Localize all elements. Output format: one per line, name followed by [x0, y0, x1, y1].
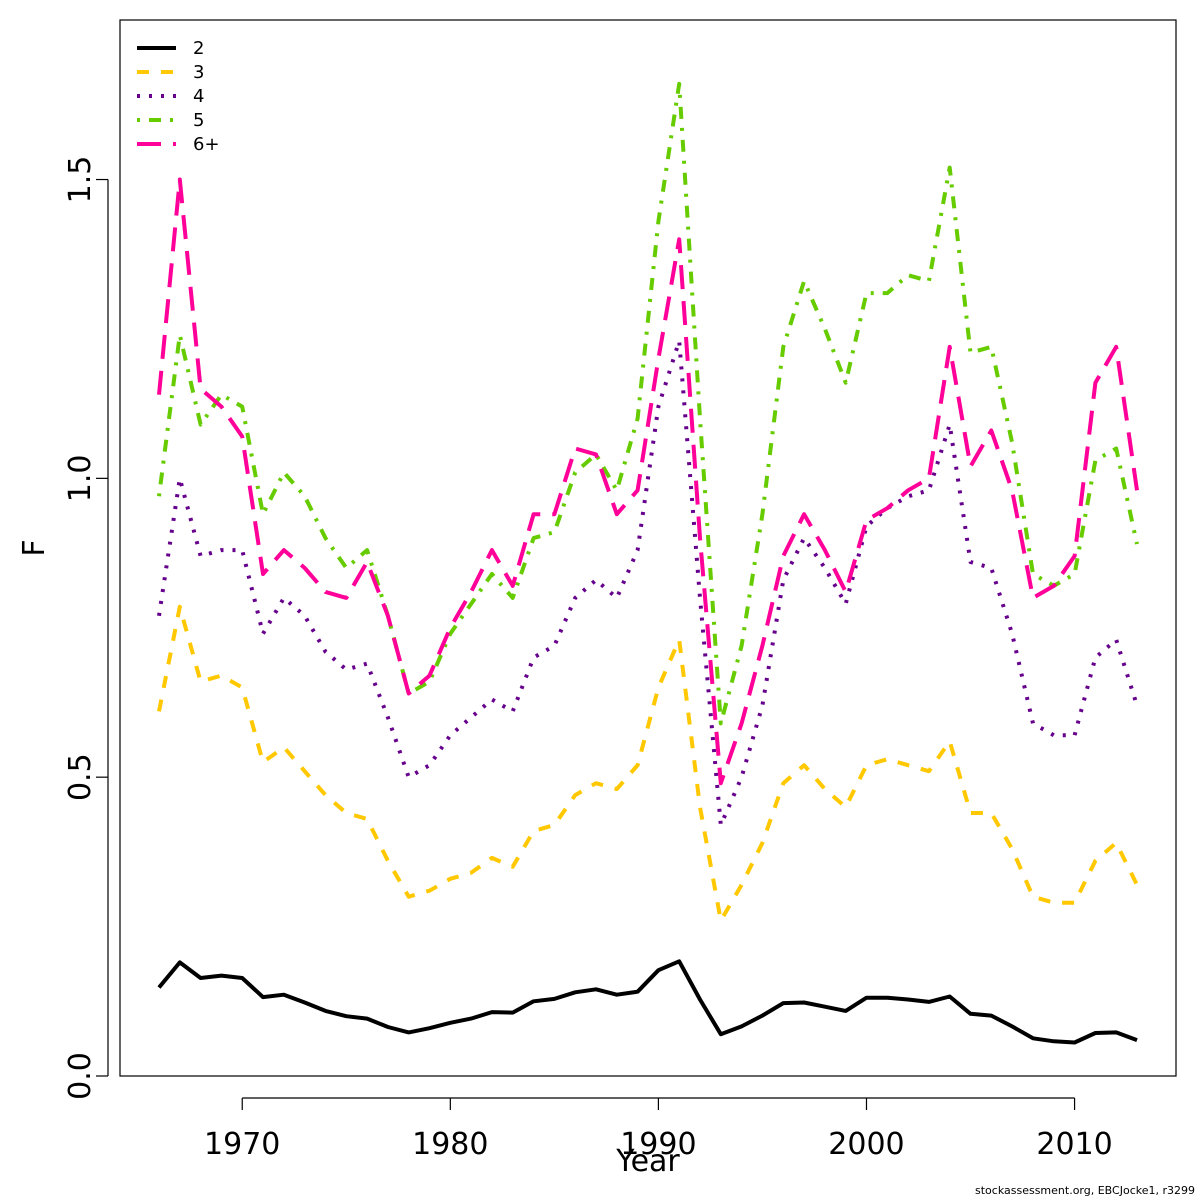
series-line-3 — [157, 338, 1139, 827]
legend-label-4: 5 — [193, 110, 204, 131]
x-tick-label-2000: 2000 — [828, 1127, 904, 1162]
series-line-4 — [157, 81, 1139, 726]
series-line-1 — [157, 959, 1138, 1045]
legend: 2 3 4 5 6+ — [137, 38, 220, 155]
y-axis: 0.0 0.5 1.0 1.5 — [63, 156, 109, 1100]
legend-label-3: 4 — [193, 86, 204, 107]
y-tick-label-1: 0.5 — [63, 753, 98, 801]
legend-label-5: 6+ — [193, 134, 220, 155]
y-tick-label-3: 1.5 — [63, 156, 98, 204]
legend-label-1: 2 — [193, 38, 204, 59]
series-layer — [157, 81, 1139, 1045]
series-line-2 — [157, 604, 1139, 923]
x-axis-title: Year — [615, 1144, 680, 1179]
legend-label-2: 3 — [193, 62, 204, 83]
x-tick-label-1980: 1980 — [412, 1127, 488, 1162]
y-tick-label-2: 1.0 — [63, 454, 98, 502]
plot-box — [119, 19, 1177, 1077]
y-tick-label-0: 0.0 — [63, 1052, 98, 1100]
x-tick-label-1970: 1970 — [204, 1127, 280, 1162]
series-line-5 — [157, 177, 1139, 786]
footer-credit: stockassessment.org, EBCJocke1, r3299 — [975, 1184, 1195, 1197]
x-tick-label-2010: 2010 — [1036, 1127, 1112, 1162]
x-tick-label-1990: 1990 — [620, 1127, 696, 1162]
y-axis-title: F — [17, 539, 52, 556]
x-axis: 1970 1980 1990 2000 2010 — [204, 1097, 1113, 1162]
